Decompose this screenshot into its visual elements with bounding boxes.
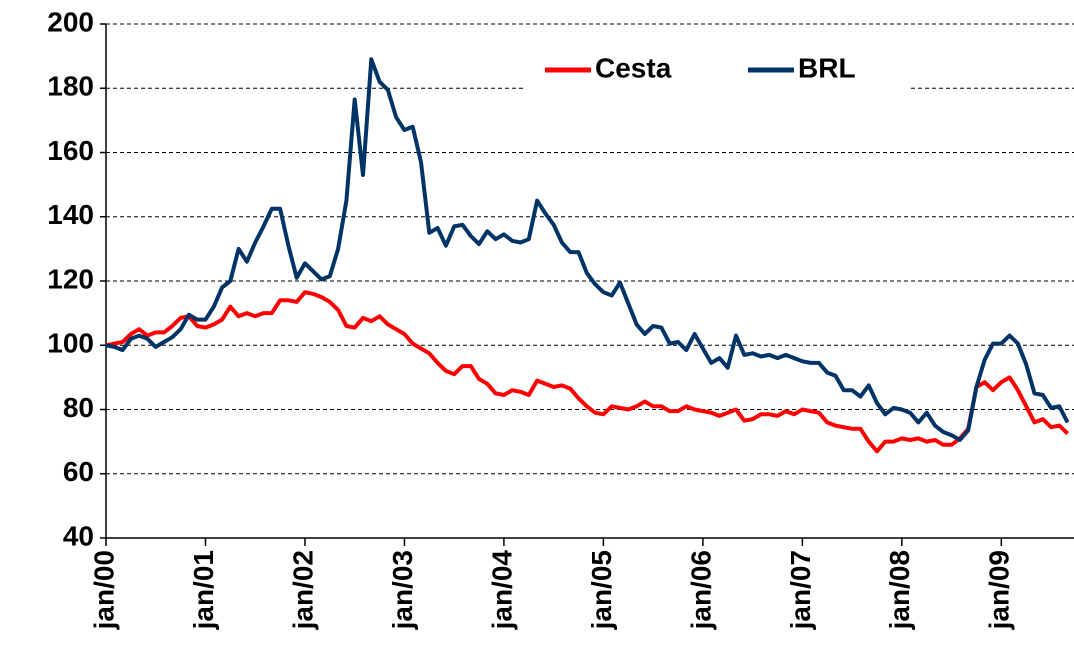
- legend-label: BRL: [798, 52, 856, 83]
- y-tick-label: 40: [63, 520, 94, 551]
- x-tick-label: jan/07: [785, 550, 816, 630]
- series-line: [105, 290, 1069, 454]
- y-tick-label: 160: [47, 135, 94, 166]
- y-tick-label: 140: [47, 199, 94, 230]
- x-tick-label: jan/02: [287, 550, 318, 630]
- x-tick-label: jan/08: [884, 550, 915, 630]
- x-tick-label: jan/00: [88, 550, 119, 630]
- y-tick-label: 60: [63, 456, 94, 487]
- x-tick-label: jan/09: [984, 550, 1015, 630]
- series-line: [105, 57, 1070, 442]
- legend: Cesta BRL: [525, 44, 910, 94]
- x-tick-label: jan/04: [486, 550, 517, 631]
- y-tick-label: 100: [47, 328, 94, 359]
- y-tick-label: 180: [47, 71, 94, 102]
- x-tick-label: jan/01: [188, 550, 219, 630]
- y-tick-label: 200: [47, 6, 94, 37]
- x-tick-label: jan/05: [586, 550, 617, 630]
- legend-label: Cesta: [595, 52, 672, 83]
- x-tick-label: jan/03: [387, 550, 418, 630]
- x-tick-label: jan/06: [685, 550, 716, 630]
- y-tick-label: 80: [63, 392, 94, 423]
- y-tick-label: 120: [47, 263, 94, 294]
